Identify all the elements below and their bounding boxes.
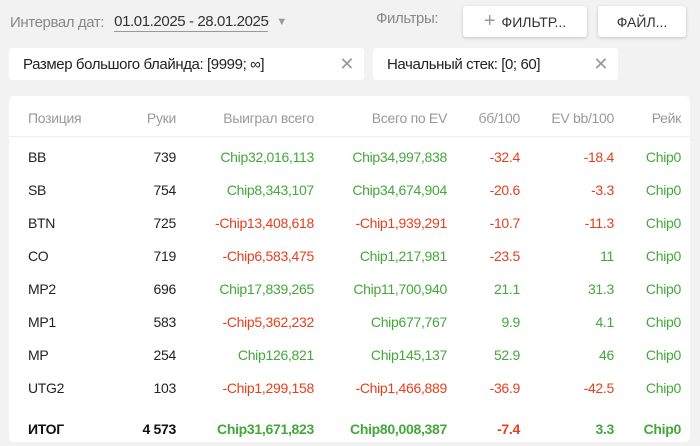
table-cell: Chip0 bbox=[645, 248, 681, 264]
table-cell: -Chip1,939,291 bbox=[355, 215, 447, 231]
date-interval: Интервал дат: 01.01.2025 - 28.01.2025 ▼ bbox=[10, 8, 287, 36]
table-cell: 103 bbox=[153, 380, 177, 396]
table-cell: Chip0 bbox=[645, 215, 681, 231]
table-cell: -Chip5,362,232 bbox=[222, 314, 314, 330]
add-filter-label: ФИЛЬТР... bbox=[501, 13, 567, 30]
table-cell: MP bbox=[28, 347, 49, 363]
table-cell: 31.3 bbox=[587, 281, 614, 297]
table-cell: Chip0 bbox=[645, 314, 681, 330]
table-cell: Chip0 bbox=[645, 281, 681, 297]
table-cell: 46 bbox=[599, 347, 614, 363]
column-header[interactable]: Выиграл всего bbox=[223, 110, 314, 126]
table-row: CO 719 -Chip6,583,475 Chip1,217,981 -23.5 11 C… bbox=[9, 241, 690, 271]
table-cell: Chip8,343,107 bbox=[226, 182, 314, 198]
table-cell: Chip0 bbox=[645, 380, 681, 396]
dropdown-caret-icon[interactable]: ▼ bbox=[276, 16, 287, 28]
chip-label: Размер большого блайнда: [9999; ∞] bbox=[23, 55, 265, 73]
table-cell: Chip0 bbox=[645, 149, 681, 165]
table-cell: -32.4 bbox=[489, 149, 521, 165]
table-cell: MP2 bbox=[28, 281, 56, 297]
table-cell: MP1 bbox=[28, 314, 56, 330]
table-cell: UTG2 bbox=[28, 380, 65, 396]
table-cell: 696 bbox=[153, 281, 177, 297]
table-cell: 4 573 bbox=[142, 421, 176, 437]
table-cell: 719 bbox=[153, 248, 177, 264]
table-row: MP 254 Chip126,821 Chip145,137 52.9 46 Chip0 bbox=[9, 340, 690, 370]
total-row: ИТОГ 4 573 Chip31,671,823 Chip80,008,387 -7.… bbox=[9, 414, 690, 444]
table-cell: Chip80,008,387 bbox=[350, 421, 447, 437]
table-cell: Chip17,839,265 bbox=[219, 281, 314, 297]
table-cell: -7.4 bbox=[497, 421, 520, 437]
table-cell: Chip1,217,981 bbox=[359, 248, 447, 264]
column-header[interactable]: бб/100 bbox=[478, 110, 521, 126]
chip-label: Начальный стек: [0; 60] bbox=[387, 55, 541, 73]
table-cell: CO bbox=[28, 248, 49, 264]
plus-icon: + bbox=[483, 10, 496, 32]
close-icon[interactable]: ✕ bbox=[339, 53, 354, 74]
table-cell: Chip677,767 bbox=[370, 314, 447, 330]
table-cell: 754 bbox=[153, 182, 177, 198]
file-label: ФАЙЛ... bbox=[616, 13, 668, 30]
table-cell: 725 bbox=[153, 215, 177, 231]
table-cell: -18.4 bbox=[583, 149, 615, 165]
table-cell: -36.9 bbox=[489, 380, 521, 396]
table-cell: -Chip13,408,618 bbox=[214, 215, 314, 231]
table-cell: -Chip1,466,889 bbox=[355, 380, 447, 396]
column-header[interactable]: Всего по EV bbox=[371, 110, 448, 126]
table-cell: -3.3 bbox=[591, 182, 614, 198]
table-cell: Chip34,997,838 bbox=[352, 149, 447, 165]
table-cell: 254 bbox=[153, 347, 177, 363]
date-label: Интервал дат: bbox=[10, 13, 105, 31]
filter-chip: Начальный стек: [0; 60] ✕ bbox=[373, 48, 618, 80]
add-filter-button[interactable]: + ФИЛЬТР... bbox=[463, 6, 587, 37]
filters-label: Фильтры: bbox=[376, 10, 439, 27]
table-cell: ИТОГ bbox=[28, 421, 64, 437]
table-header: Позиция Руки Выиграл всего Всего по EV бб/10… bbox=[9, 103, 690, 137]
table-cell: -Chip6,583,475 bbox=[222, 248, 314, 264]
table-cell: SB bbox=[28, 182, 47, 198]
table-row: MP2 696 Chip17,839,265 Chip11,700,940 21.1 31… bbox=[9, 274, 690, 304]
column-header[interactable]: Рейк bbox=[651, 110, 682, 126]
table-cell: Chip32,016,113 bbox=[220, 149, 314, 165]
table-cell: Chip0 bbox=[645, 347, 681, 363]
table-cell: BB bbox=[28, 149, 47, 165]
table-cell: Chip145,137 bbox=[370, 347, 447, 363]
column-header[interactable]: Руки bbox=[146, 110, 176, 126]
table-row: MP1 583 -Chip5,362,232 Chip677,767 9.9 4.1 Chi… bbox=[9, 307, 690, 337]
table-cell: -Chip1,299,158 bbox=[222, 380, 314, 396]
date-range-select[interactable]: 01.01.2025 - 28.01.2025 bbox=[114, 12, 269, 32]
table-cell: Chip11,700,940 bbox=[353, 281, 447, 297]
table-cell: -20.6 bbox=[489, 182, 521, 198]
stats-table: Позиция Руки Выиграл всего Всего по EV бб/10… bbox=[9, 96, 690, 442]
table-row: BB 739 Chip32,016,113 Chip34,997,838 -32.4 -1… bbox=[9, 142, 690, 172]
table-cell: Chip34,674,904 bbox=[352, 182, 447, 198]
table-cell: Chip0 bbox=[645, 182, 681, 198]
table-cell: 9.9 bbox=[501, 314, 520, 330]
table-cell: BTN bbox=[28, 215, 56, 231]
table-cell: Chip126,821 bbox=[237, 347, 314, 363]
table-cell: 739 bbox=[153, 149, 177, 165]
table-row: UTG2 103 -Chip1,299,158 -Chip1,466,889 -36.9… bbox=[9, 373, 690, 403]
table-cell: 21.1 bbox=[493, 281, 520, 297]
table-cell: 3.3 bbox=[595, 421, 614, 437]
table-row: SB 754 Chip8,343,107 Chip34,674,904 -20.6 -3.… bbox=[9, 175, 690, 205]
table-cell: 583 bbox=[153, 314, 177, 330]
table-cell: -42.5 bbox=[583, 380, 615, 396]
table-cell: 11 bbox=[600, 248, 614, 264]
table-cell: -10.7 bbox=[489, 215, 521, 231]
filter-chip: Размер большого блайнда: [9999; ∞] ✕ bbox=[9, 48, 364, 80]
table-cell: Chip31,671,823 bbox=[217, 421, 314, 437]
close-icon[interactable]: ✕ bbox=[593, 53, 608, 74]
table-cell: Chip0 bbox=[643, 421, 682, 437]
table-cell: 52.9 bbox=[493, 347, 520, 363]
table-cell: -23.5 bbox=[489, 248, 521, 264]
column-header[interactable]: Позиция bbox=[28, 110, 82, 126]
table-cell: -11.3 bbox=[584, 215, 615, 231]
table-row: BTN 725 -Chip13,408,618 -Chip1,939,291 -10.7… bbox=[9, 208, 690, 238]
file-button[interactable]: ФАЙЛ... bbox=[598, 6, 686, 37]
table-cell: 4.1 bbox=[595, 314, 614, 330]
column-header[interactable]: EV bb/100 bbox=[551, 110, 614, 126]
